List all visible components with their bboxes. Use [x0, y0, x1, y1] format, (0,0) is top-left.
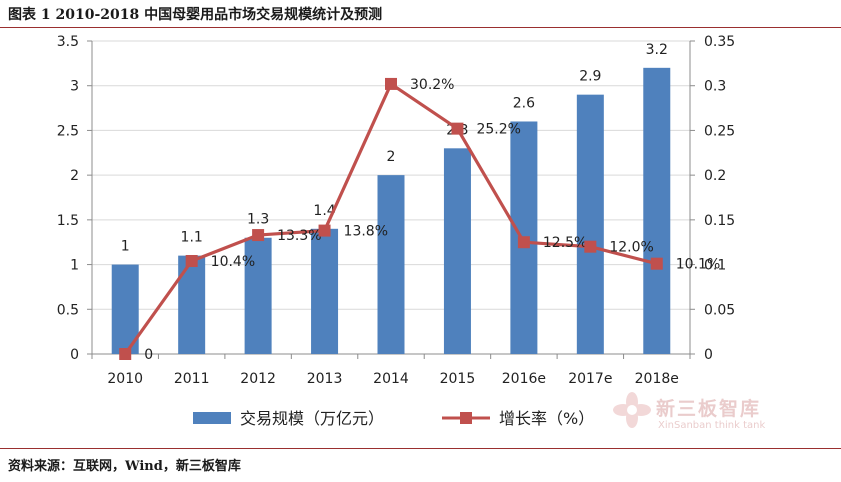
line-data-label: 12.5% — [543, 235, 587, 251]
y-right-tick-label: 0.05 — [704, 302, 735, 318]
y-left-tick-label: 3.5 — [57, 34, 79, 50]
y-left-tick-label: 1 — [70, 258, 79, 274]
x-tick-label: 2013 — [307, 371, 343, 387]
y-right-tick-label: 0.25 — [704, 123, 735, 139]
y-right-tick-label: 0.15 — [704, 213, 735, 229]
y-left-tick-label: 0 — [70, 347, 79, 363]
line-point-marker — [318, 224, 331, 237]
legend-swatch-bar — [193, 412, 231, 424]
y-right-tick-label: 0.1 — [704, 258, 726, 274]
line-data-label: 13.8% — [344, 224, 388, 240]
legend-label: 增长率（%） — [499, 409, 594, 428]
legend-swatch-marker — [460, 412, 472, 424]
y-right-tick-label: 0.3 — [704, 79, 726, 95]
y-left-tick-label: 1.5 — [57, 213, 79, 229]
x-tick-label: 2018e — [635, 371, 679, 387]
line-data-label: 25.2% — [476, 122, 520, 138]
y-left-tick-label: 2.5 — [57, 123, 79, 139]
legend-label: 交易规模（万亿元） — [240, 409, 384, 428]
bar-data-label: 2.6 — [513, 95, 535, 111]
line-data-label: 0 — [144, 347, 153, 363]
line-data-label: 10.1% — [676, 257, 720, 273]
line-point-marker — [650, 257, 663, 270]
bar — [377, 175, 405, 354]
line-point-marker — [185, 254, 198, 267]
x-tick-label: 2011 — [174, 371, 210, 387]
bar-data-label: 3.2 — [646, 42, 668, 58]
chart-title: 图表 1 2010-2018 中国母婴用品市场交易规模统计及预测 — [8, 7, 383, 23]
chart: 0 0.5 1 1.5 2 2.5 3 3.5 0 0.05 0.1 0.15 0.2 0.25 0.3 0.… — [57, 34, 735, 428]
line-data-label: 13.3% — [277, 228, 321, 244]
line-point-marker — [252, 229, 265, 242]
watermark: 新三板智库 XinSanban think tank — [612, 388, 827, 440]
line-data-label: 30.2% — [410, 77, 454, 93]
line-point-marker — [584, 240, 597, 253]
x-tick-label: 2017e — [568, 371, 612, 387]
bar — [576, 94, 604, 355]
line-data-label: 12.0% — [609, 240, 653, 256]
title-divider — [0, 27, 841, 28]
x-tick-label: 2016e — [502, 371, 546, 387]
source-divider — [0, 448, 841, 449]
x-tick-label: 2015 — [440, 371, 476, 387]
bar — [178, 255, 206, 354]
watermark-name: 新三板智库 — [656, 398, 762, 420]
bar-data-label: 2 — [387, 149, 396, 165]
y-right-tick-label: 0.35 — [704, 34, 735, 50]
bar — [311, 228, 339, 354]
x-tick-label: 2010 — [107, 371, 143, 387]
y-left-tick-label: 2 — [70, 168, 79, 184]
y-right-tick-label: 0 — [704, 347, 713, 363]
line-point-marker — [451, 122, 464, 135]
x-tick-label: 2012 — [240, 371, 276, 387]
y-left-tick-label: 0.5 — [57, 302, 79, 318]
source-note: 资料来源：互联网，Wind，新三板智库 — [8, 459, 241, 474]
bar-data-label: 2.9 — [579, 69, 601, 85]
bar-data-label: 1.1 — [181, 230, 203, 246]
bar — [643, 67, 671, 354]
line-point-marker — [517, 236, 530, 249]
bar-data-label: 1 — [121, 239, 130, 255]
y-right-tick-label: 0.2 — [704, 168, 726, 184]
x-tick-label: 2014 — [373, 371, 409, 387]
line-data-label: 10.4% — [211, 254, 255, 270]
lotus-logo-icon — [613, 392, 651, 428]
watermark-name-en: XinSanban think tank — [658, 420, 766, 431]
y-left-tick-label: 3 — [70, 79, 79, 95]
line-point-marker — [119, 348, 132, 360]
bar-data-label: 1.3 — [247, 212, 269, 228]
line-point-marker — [385, 77, 397, 90]
bar — [443, 148, 471, 354]
bar — [244, 237, 272, 354]
